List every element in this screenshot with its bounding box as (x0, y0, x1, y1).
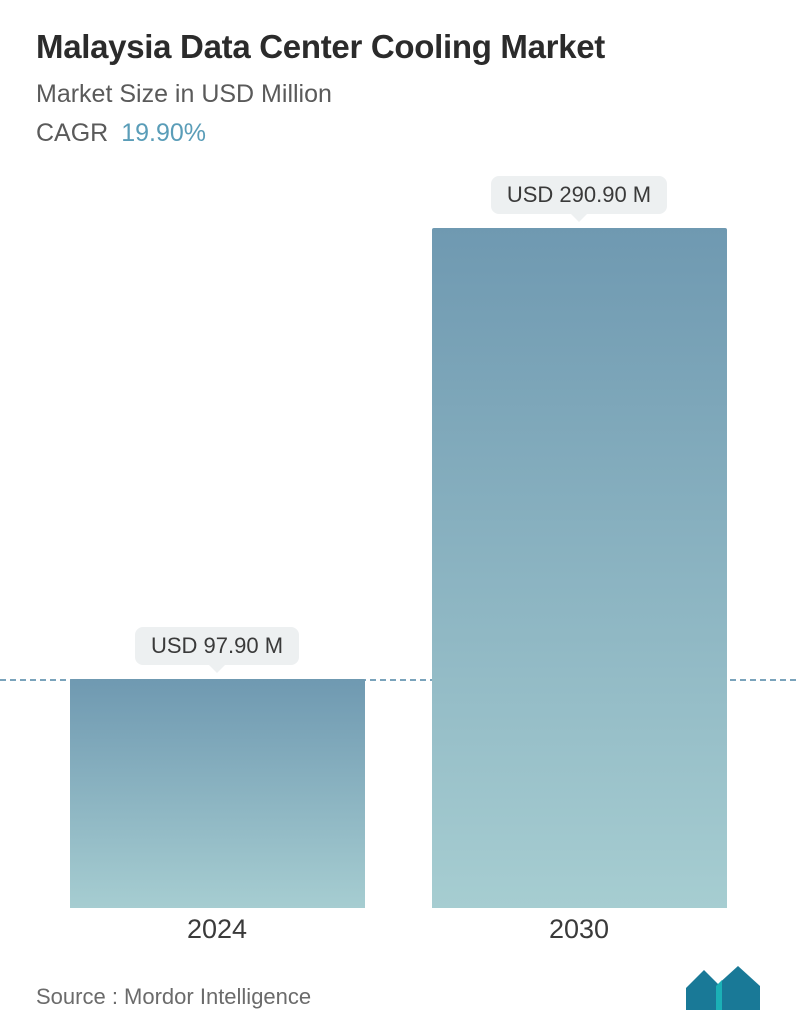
chart-subtitle: Market Size in USD Million (36, 80, 760, 109)
value-pill: USD 290.90 M (491, 176, 667, 214)
bar-group: USD 290.90 M (429, 176, 729, 908)
cagr-label: CAGR (36, 119, 108, 147)
source-text: Source : Mordor Intelligence (36, 984, 311, 1010)
chart-title: Malaysia Data Center Cooling Market (36, 28, 760, 66)
x-axis-label: 2030 (429, 914, 729, 945)
chart-area: USD 97.90 MUSD 290.90 M 20242030 (36, 168, 760, 908)
cagr-line: CAGR 19.90% (36, 119, 760, 148)
x-axis-label: 2024 (67, 914, 367, 945)
bars-row: USD 97.90 M USD 290.90 M (36, 168, 760, 908)
mordor-logo-icon (686, 966, 760, 1010)
bar-group: USD 97.90 M (67, 627, 367, 908)
cagr-value: 19.90% (121, 119, 206, 147)
chart-footer: Source : Mordor Intelligence (36, 966, 760, 1010)
bar (432, 228, 727, 908)
bar (70, 679, 365, 908)
x-axis-labels: 2024 2030 (36, 914, 760, 945)
value-pill: USD 97.90 M (135, 627, 299, 665)
